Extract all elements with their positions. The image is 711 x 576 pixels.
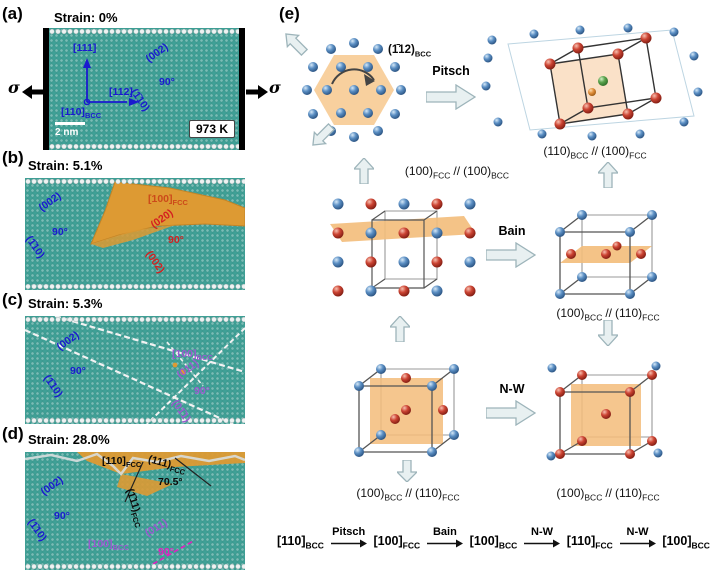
- transformation-sequence: [110]BCC Pitsch [100]FCC Bain [100]BCC N…: [277, 527, 710, 550]
- direction-100fcc-label: [100]FCC: [148, 193, 188, 208]
- flow-up-arrow-icon: [390, 316, 410, 342]
- shear-arrow-upleft-icon: [285, 33, 309, 57]
- bain-bottom-caption: (100)BCC//(110)FCC: [556, 306, 660, 323]
- sequence-arrow-pitsch: Pitsch: [330, 527, 367, 550]
- right-arrow-icon: [330, 539, 367, 548]
- nw-arrow-label: N-W: [499, 382, 525, 396]
- bain-top-caption: (100)FCC//(100)BCC: [404, 164, 510, 181]
- pitsch-arrow-label: Pitsch: [432, 64, 470, 78]
- panel-a-strain-label: Strain: 0%: [54, 10, 118, 25]
- sequence-arrow-bain: Bain: [426, 527, 463, 550]
- panel-b-simulation-snapshot: (002) 90° (1̄10) [100]FCC (020) 90° (002…: [25, 178, 245, 290]
- shear-arrow-downleft-icon: [312, 122, 336, 146]
- pitsch-product-lattice-diagram: [481, 23, 703, 141]
- bain-arrow-label: Bain: [498, 224, 526, 238]
- angle-90-fcc-label: 90°: [168, 234, 184, 246]
- sequence-term-100bcc-final: [100]BCC: [662, 534, 710, 551]
- direction-112-label: [112]: [109, 86, 133, 98]
- panel-a-tag: (a): [2, 4, 23, 23]
- panel-c-strain-label: Strain: 5.3%: [28, 296, 103, 311]
- nw-start-cube-diagram: [354, 364, 459, 457]
- nw-transform-arrow-icon: [486, 400, 536, 426]
- bain-transform-arrow-icon: [486, 242, 536, 268]
- rotation-arrowhead-icon: [364, 74, 375, 86]
- nw-left-caption: (100)BCC//(110)FCC: [356, 486, 460, 503]
- surface-atoms-bottom: [25, 563, 245, 570]
- sigma-arrow-left-icon: [22, 85, 44, 99]
- scale-bar-line: [55, 122, 85, 125]
- panel-c-simulation-snapshot: (002) 90° (1̄10) [100]BCC (011) 90° (01̄…: [25, 316, 245, 424]
- angle-90-label: 90°: [54, 510, 70, 522]
- sigma-right-label: σ: [269, 78, 281, 97]
- direction-100bcc-label: [100]BCC: [172, 348, 213, 363]
- plane-002-label: (002): [143, 41, 171, 65]
- sequence-term-110bcc: [110]BCC: [277, 534, 324, 551]
- direction-110fcc-label: [110]FCC: [102, 455, 142, 470]
- surface-atoms-bottom: [25, 417, 245, 424]
- stacking-fault-lines-overlay: [25, 316, 245, 424]
- panel-b-tag: (b): [2, 148, 24, 167]
- nw-right-caption: (100)BCC//(110)FCC: [556, 486, 660, 503]
- panel-e-tag: (e): [279, 4, 300, 23]
- pitsch-transform-arrow-icon: [426, 84, 476, 110]
- surface-atoms-top: [25, 178, 245, 185]
- angle-90-label: 90°: [159, 76, 175, 88]
- sigma-arrow-right-icon: [246, 85, 268, 99]
- right-arrow-icon: [524, 539, 561, 548]
- fcc-lattice-diagram: [330, 198, 476, 297]
- flow-down-arrow-icon: [598, 320, 618, 346]
- panel-d-tag: (d): [2, 424, 24, 443]
- panel-b-strain-label: Strain: 5.1%: [28, 158, 103, 173]
- surface-atoms-bottom: [49, 143, 239, 150]
- direction-111-label: [111]: [73, 42, 97, 54]
- temperature-badge: 973 K: [189, 120, 236, 138]
- pitsch-or-caption: (110)BCC//(100)FCC: [543, 144, 647, 161]
- angle-90-new-label: 90°: [194, 385, 210, 397]
- pitsch-hex-cluster-diagram: [285, 33, 406, 146]
- grip-bar-right: [239, 28, 245, 150]
- panel-d-simulation-snapshot: [110]FCC (111)FCC 70.5° (1̄11)FCC (002) …: [25, 452, 245, 570]
- direction-110bcc-label: [110]BCC: [61, 106, 102, 121]
- panel-a-simulation-snapshot: [111] [112] [110]BCC (002) 90° (1̄10) 2 …: [49, 28, 239, 150]
- sequence-term-100fcc: [100]FCC: [373, 534, 421, 551]
- bain-product-cube-diagram: [555, 210, 657, 299]
- grip-bar-left: [43, 28, 49, 150]
- flow-down-arrow-icon: [397, 460, 417, 482]
- sequence-arrow-nw-1: N-W: [524, 527, 561, 550]
- sequence-term-110fcc: [110]FCC: [566, 534, 613, 551]
- right-arrow-icon: [619, 539, 656, 548]
- direction-100bcc-label: [100]BCC: [88, 538, 129, 553]
- plane-1b12bcc-label: (1̄12)BCC: [388, 44, 432, 59]
- flow-up-arrow-icon: [598, 162, 618, 188]
- angle-705-label: 70.5°: [158, 476, 183, 488]
- sigma-left-label: σ: [8, 78, 20, 97]
- panel-c-tag: (c): [2, 290, 23, 309]
- angle-90-label: 90°: [70, 365, 86, 377]
- crystal-axes-icon: [83, 58, 139, 106]
- sequence-arrow-nw-2: N-W: [619, 527, 656, 550]
- surface-atoms-top: [49, 28, 239, 35]
- angle-90-label: 90°: [52, 226, 68, 238]
- flow-up-arrow-icon: [354, 158, 374, 184]
- panel-d-strain-label: Strain: 28.0%: [28, 432, 110, 447]
- fcc-band-overlay: [90, 181, 245, 248]
- nw-product-cube-diagram: [546, 361, 663, 461]
- surface-atoms-top: [25, 316, 245, 323]
- surface-atoms-bottom: [25, 283, 245, 290]
- fcc-band-and-traces-overlay: [25, 452, 245, 565]
- highlight-plane: [550, 54, 628, 124]
- right-arrow-icon: [426, 539, 463, 548]
- scale-bar-label: 2 nm: [55, 127, 79, 138]
- sequence-term-100bcc: [100]BCC: [469, 534, 518, 551]
- angle-90-magenta-label: 90°: [158, 546, 174, 558]
